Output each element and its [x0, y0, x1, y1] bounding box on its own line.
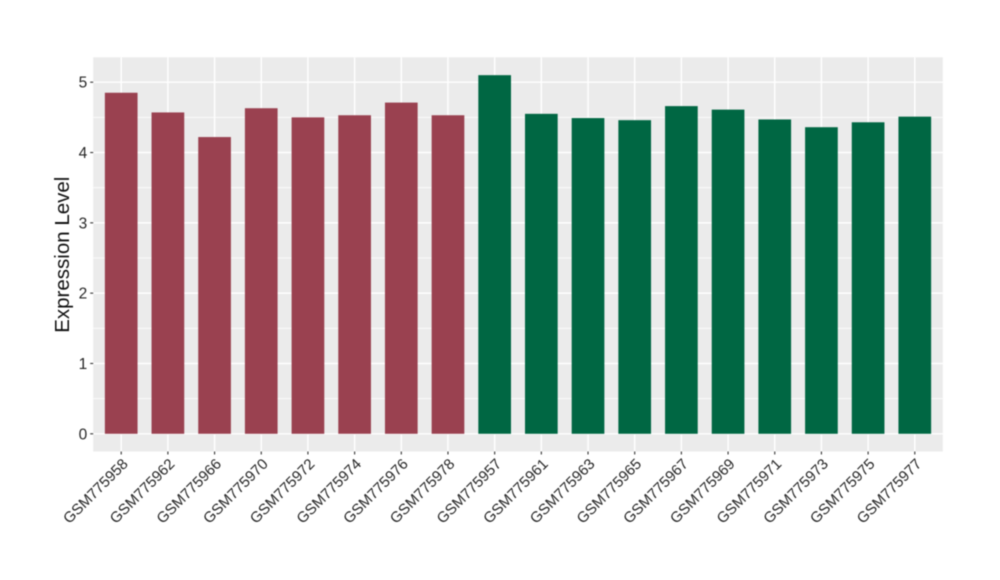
svg-text:0: 0	[79, 426, 88, 443]
svg-text:3: 3	[79, 215, 88, 232]
svg-text:1: 1	[79, 356, 88, 373]
svg-text:Expression Level: Expression Level	[51, 177, 74, 333]
svg-text:2: 2	[79, 286, 88, 303]
svg-text:5: 5	[79, 75, 88, 92]
svg-text:4: 4	[79, 145, 88, 162]
